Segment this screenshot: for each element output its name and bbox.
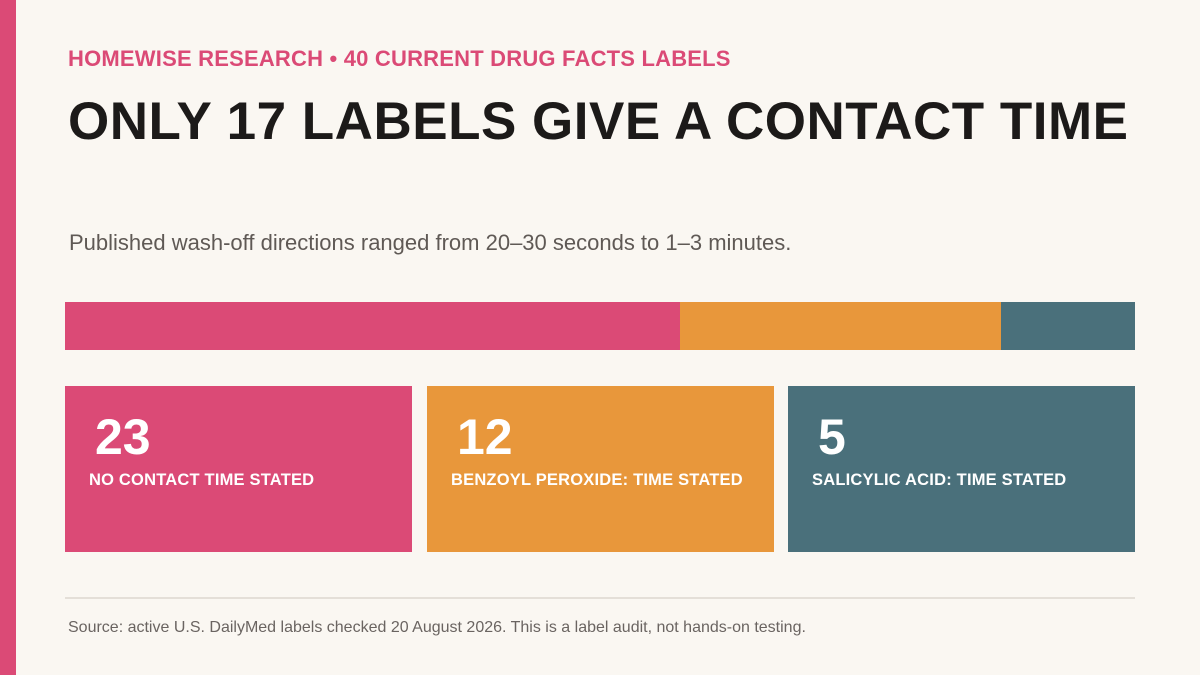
stat-card-no-contact-time: 23 NO CONTACT TIME STATED bbox=[65, 386, 412, 552]
source-note: Source: active U.S. DailyMed labels chec… bbox=[68, 619, 806, 636]
bar-segment-salicylic-acid bbox=[1001, 302, 1135, 350]
kicker: HOMEWISE RESEARCH • 40 CURRENT DRUG FACT… bbox=[68, 46, 731, 71]
stat-card-value: 12 bbox=[457, 409, 513, 465]
stat-card-value: 23 bbox=[95, 409, 151, 465]
divider bbox=[65, 597, 1135, 599]
stacked-bar-chart bbox=[65, 302, 1135, 350]
page-title: ONLY 17 LABELS GIVE A CONTACT TIME bbox=[68, 92, 1129, 151]
stat-card-label: NO CONTACT TIME STATED bbox=[89, 471, 315, 489]
subtitle: Published wash-off directions ranged fro… bbox=[69, 230, 792, 255]
accent-rail bbox=[0, 0, 16, 675]
stat-card-label: BENZOYL PEROXIDE: TIME STATED bbox=[451, 471, 743, 489]
bar-segment-benzoyl-peroxide bbox=[680, 302, 1001, 350]
stat-card-value: 5 bbox=[818, 409, 846, 465]
stat-cards: 23 NO CONTACT TIME STATED 12 BENZOYL PER… bbox=[65, 386, 1135, 552]
stat-card-salicylic-acid: 5 SALICYLIC ACID: TIME STATED bbox=[788, 386, 1135, 552]
stat-card-label: SALICYLIC ACID: TIME STATED bbox=[812, 471, 1067, 489]
stat-card-benzoyl-peroxide: 12 BENZOYL PEROXIDE: TIME STATED bbox=[427, 386, 774, 552]
bar-segment-no-contact-time bbox=[65, 302, 680, 350]
